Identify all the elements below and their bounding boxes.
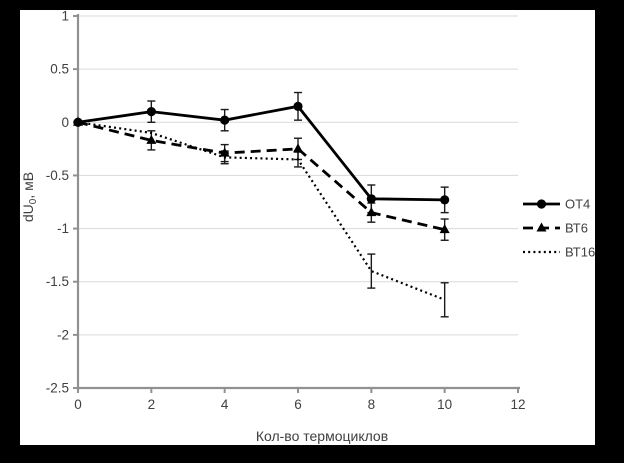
marker-vt6 bbox=[146, 134, 157, 144]
y-axis-title-subscript: 0 bbox=[28, 198, 39, 204]
marker-ot4 bbox=[146, 107, 156, 117]
y-tick-label: 0.5 bbox=[50, 62, 69, 77]
series-line-vt6 bbox=[77, 120, 445, 231]
line-chart: 1 0.5 0 -0.5 -1 -1.5 -2 -2.5 0 2 4 6 8 10 12 ОТ4 ВТ6 ВТ… bbox=[20, 9, 595, 445]
y-tick-label: -0.5 bbox=[46, 168, 69, 183]
x-axis-title: Кол-во термоциклов bbox=[256, 428, 388, 444]
marker-vt6 bbox=[293, 143, 303, 153]
series-line-ot4 bbox=[77, 104, 445, 202]
y-tick-label: 1 bbox=[61, 10, 69, 24]
x-tick-label: 12 bbox=[510, 397, 525, 412]
x-tick-label: 4 bbox=[221, 397, 229, 412]
legend: ОТ4 ВТ6 ВТ16 bbox=[523, 197, 595, 260]
y-tick-label: -1 bbox=[57, 221, 69, 236]
marker-vt6 bbox=[219, 147, 230, 157]
legend-label-ot4: ОТ4 bbox=[565, 197, 590, 212]
y-tick-label: -2.5 bbox=[46, 381, 69, 396]
y-axis-title-unit: , мВ bbox=[20, 172, 36, 199]
y-axis-title-main: dU bbox=[20, 204, 36, 222]
marker-vt6 bbox=[439, 224, 450, 234]
legend-label-vt16: ВТ16 bbox=[565, 245, 595, 260]
x-tick-label: 0 bbox=[74, 397, 82, 412]
x-tick-label: 2 bbox=[148, 397, 156, 412]
series-markers bbox=[73, 101, 450, 234]
y-axis-title: dU0, мВ bbox=[20, 172, 39, 222]
y-tick-label: 0 bbox=[61, 115, 69, 130]
y-tick-label: -2 bbox=[57, 327, 69, 342]
marker-ot4 bbox=[440, 195, 450, 205]
y-axis-ticks: 1 0.5 0 -0.5 -1 -1.5 -2 -2.5 bbox=[46, 9, 78, 396]
x-tick-label: 8 bbox=[368, 397, 376, 412]
x-tick-label: 10 bbox=[437, 397, 452, 412]
marker-ot4 bbox=[366, 194, 376, 204]
legend-marker-ot4 bbox=[536, 199, 547, 209]
marker-vt6 bbox=[73, 116, 83, 126]
x-axis-ticks: 0 2 4 6 8 10 12 bbox=[74, 388, 526, 412]
marker-ot4 bbox=[220, 115, 230, 125]
series-lines bbox=[77, 104, 446, 301]
marker-vt6 bbox=[366, 207, 377, 217]
y-tick-label: -1.5 bbox=[46, 274, 69, 289]
gridlines bbox=[78, 15, 518, 336]
error-bars bbox=[147, 91, 449, 318]
marker-ot4 bbox=[293, 101, 303, 111]
x-tick-label: 6 bbox=[294, 397, 302, 412]
series-line-vt16 bbox=[77, 121, 446, 301]
legend-label-vt6: ВТ6 bbox=[565, 221, 588, 236]
legend-marker-vt6 bbox=[536, 222, 547, 232]
chart-canvas: 1 0.5 0 -0.5 -1 -1.5 -2 -2.5 0 2 4 6 8 10 12 ОТ4 ВТ6 ВТ… bbox=[20, 9, 595, 445]
